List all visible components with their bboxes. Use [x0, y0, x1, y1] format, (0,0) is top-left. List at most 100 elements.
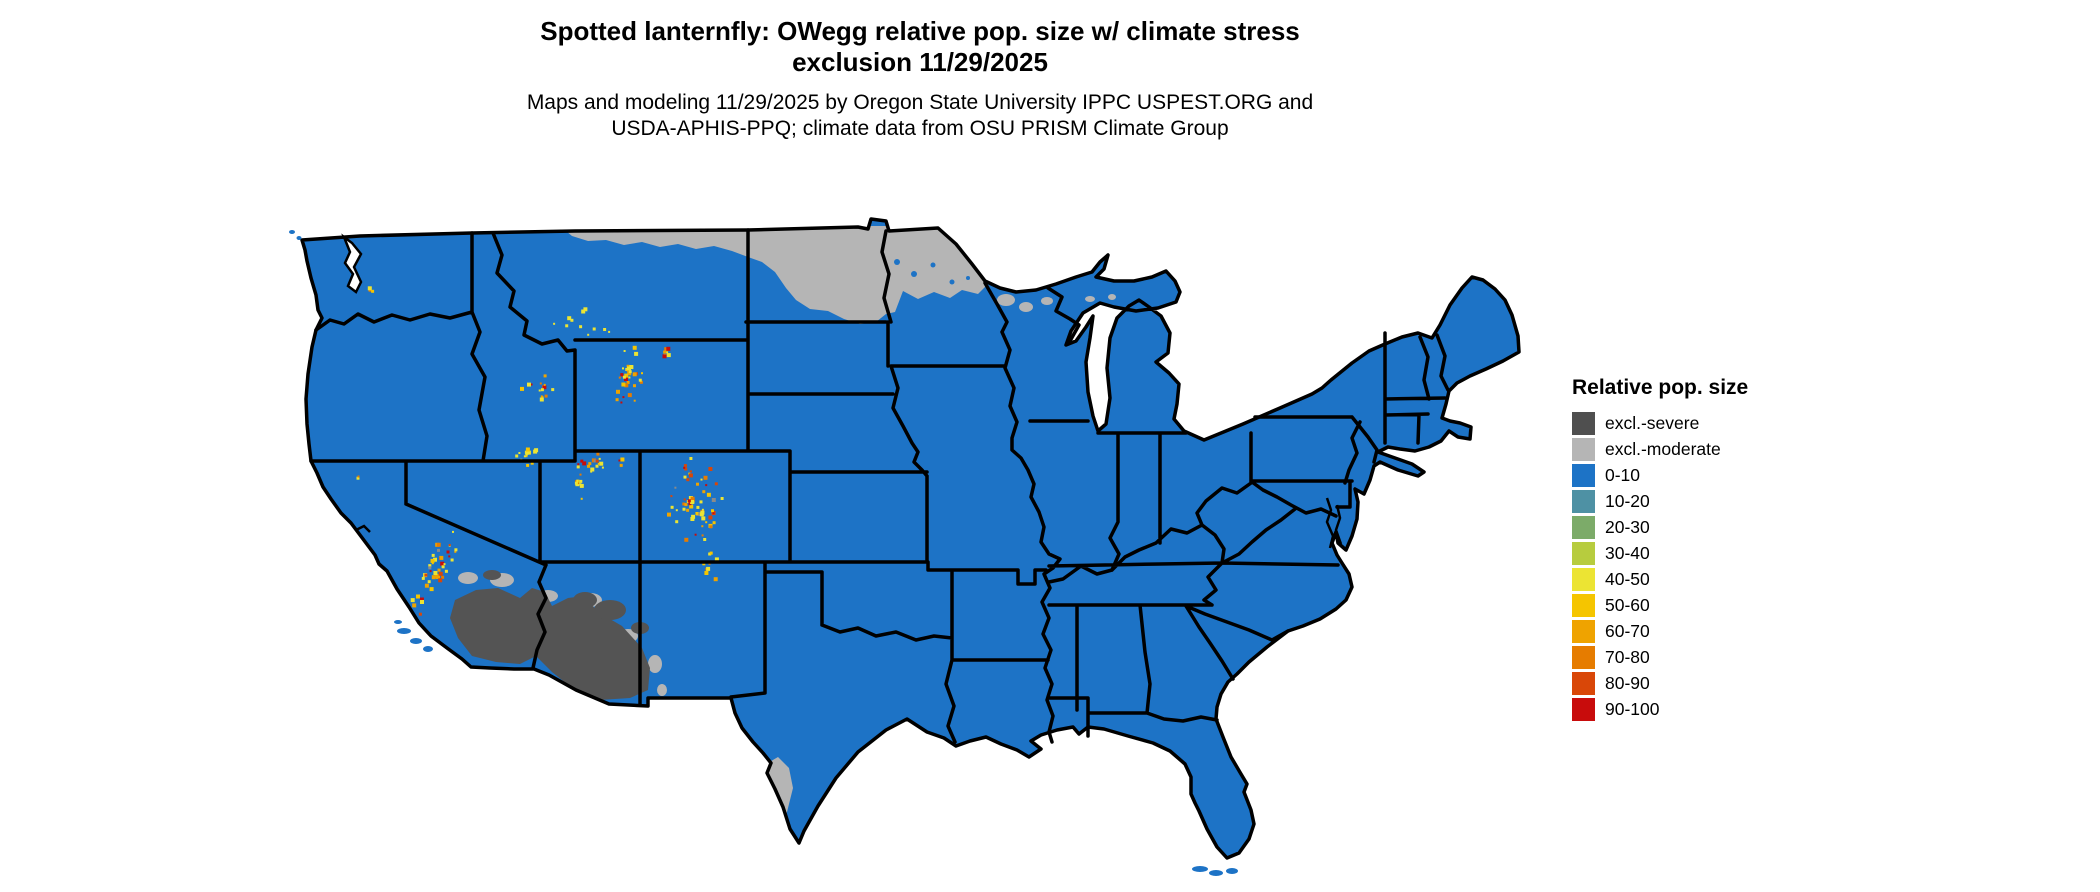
legend-item-10-20: 10-20	[1572, 488, 1902, 514]
legend-swatch	[1572, 645, 1595, 669]
hotspot-speckle-colorado-rockies	[714, 482, 718, 486]
hotspot-speckle-colorado-rockies	[686, 508, 690, 512]
hotspot-speckle-colorado-rockies	[670, 495, 673, 498]
hotspot-speckle-uinta-wasatch-utah	[619, 463, 623, 467]
hotspot-speckle-sawtooth-idaho	[530, 383, 533, 386]
hotspot-speckle-absaroka-wind-river-wyoming	[626, 369, 629, 372]
hotspot-speckle-absaroka-wind-river-wyoming	[623, 350, 626, 352]
hotspot-speckle-colorado-rockies	[700, 478, 703, 481]
hotspot-speckle-sierra-nevada	[412, 603, 417, 608]
hotspot-speckle-uinta-wasatch-utah	[598, 457, 601, 460]
relative-population-hotspots	[356, 286, 724, 616]
chesapeake-bay-inlets	[1325, 497, 1343, 549]
hotspot-speckle-colorado-rockies	[712, 512, 715, 515]
hotspot-speckle-uinta-wasatch-utah	[596, 452, 600, 456]
hotspot-speckle-wasatch-south-utah	[579, 483, 584, 488]
legend-label: 30-40	[1605, 542, 1650, 563]
hotspot-speckle-wasatch-south-utah	[574, 481, 578, 485]
hotspot-speckle-colorado-rockies	[690, 496, 695, 501]
hotspot-speckle-uinta-wasatch-utah	[595, 459, 599, 463]
hotspot-speckle-ruby-mountains-nevada	[526, 450, 531, 455]
hotspot-speckle-colorado-rockies	[690, 517, 695, 521]
legend-item-40-50: 40-50	[1572, 566, 1902, 592]
hotspot-speckle-colorado-rockies	[674, 486, 677, 489]
map-title-line2: exclusion 11/29/2025	[792, 47, 1048, 77]
hotspot-speckle-wasatch-south-utah	[579, 479, 583, 483]
hotspot-speckle-uinta-wasatch-utah	[618, 459, 621, 462]
legend-item-20-30: 20-30	[1572, 514, 1902, 540]
hotspot-speckle-sierra-nevada	[433, 571, 438, 575]
hotspot-speckle-sierra-nevada	[420, 600, 424, 604]
channel-island	[410, 638, 422, 644]
hotspot-speckle-colorado-rockies	[689, 457, 693, 460]
hotspot-speckle-colorado-rockies	[695, 512, 699, 515]
legend-item-60-70: 60-70	[1572, 618, 1902, 644]
hotspot-speckle-absaroka-wind-river-wyoming	[616, 389, 620, 394]
us-map	[289, 217, 1521, 876]
hotspot-speckle-colorado-rockies	[670, 505, 674, 509]
hotspot-speckle-montana-rockies	[570, 318, 574, 322]
legend-swatch	[1572, 697, 1595, 721]
hotspot-speckle-colorado-rockies	[675, 520, 679, 524]
hotspot-speckle-colorado-rockies	[703, 538, 707, 541]
hotspot-speckle-colorado-rockies	[708, 515, 713, 520]
legend-label: 80-90	[1605, 672, 1650, 693]
hotspot-speckle-sierra-nevada	[410, 598, 415, 603]
channel-island	[397, 628, 411, 634]
hotspot-speckle-sierra-nevada	[439, 555, 444, 560]
legend-label: 0-10	[1605, 464, 1641, 485]
hotspot-speckle-colorado-rockies	[675, 509, 678, 512]
hotspot-speckle-absaroka-wind-river-wyoming	[622, 396, 625, 399]
legend-swatch	[1572, 541, 1595, 565]
map-title: Spotted lanternfly: OWegg relative pop. …	[0, 16, 1840, 78]
hotspot-speckle-absaroka-wind-river-wyoming	[628, 376, 631, 379]
hotspot-speckle-sawtooth-idaho	[540, 395, 543, 398]
legend-item-0-10: 0-10	[1572, 462, 1902, 488]
hotspot-speckle-uinta-wasatch-utah	[590, 467, 595, 472]
hotspot-speckle-sierra-nevada	[437, 568, 441, 572]
hotspot-speckle-absaroka-wind-river-wyoming	[618, 376, 621, 379]
legend-label: 50-60	[1605, 594, 1650, 615]
hotspot-speckle-sangre-de-cristo-new-mexico	[713, 577, 718, 582]
hotspot-speckle-absaroka-wind-river-wyoming	[641, 372, 643, 375]
hotspot-speckle-sierra-nevada	[424, 583, 429, 588]
legend-swatch	[1572, 489, 1595, 513]
hotspot-speckle-colorado-rockies	[690, 500, 695, 504]
hotspot-speckle-sierra-nevada	[433, 557, 437, 562]
hotspot-speckle-sawtooth-idaho	[538, 389, 541, 392]
hotspot-speckle-sierra-nevada	[428, 566, 432, 570]
hotspot-speckle-absaroka-wind-river-wyoming	[627, 366, 631, 371]
hotspot-speckle-colorado-rockies	[684, 537, 689, 542]
hotspot-speckle-wasatch-south-utah	[580, 497, 583, 500]
hotspot-speckle-colorado-rockies	[709, 525, 713, 529]
hotspot-speckle-sierra-nevada	[438, 578, 443, 583]
hotspot-speckle-sawtooth-idaho	[542, 385, 547, 390]
exclusion-severe-southwest-desert	[450, 570, 650, 700]
hotspot-speckle-colorado-rockies	[686, 478, 690, 482]
hotspot-speckle-sierra-nevada	[424, 573, 428, 577]
map-subtitle: Maps and modeling 11/29/2025 by Oregon S…	[0, 90, 1840, 142]
hotspot-speckle-montana-rockies	[567, 316, 572, 321]
hotspot-speckle-colorado-rockies	[711, 498, 716, 502]
hotspot-speckle-uinta-wasatch-utah	[593, 459, 597, 463]
hotspot-speckle-bighorn-wyoming	[666, 346, 671, 351]
hotspot-speckle-bighorn-wyoming	[662, 354, 667, 359]
hotspot-speckle-colorado-rockies	[701, 534, 704, 537]
channel-island	[394, 620, 402, 624]
hotspot-speckle-absaroka-wind-river-wyoming	[626, 364, 630, 368]
hotspot-speckle-sierra-nevada	[440, 561, 445, 566]
state-borders	[309, 228, 1450, 744]
hotspot-speckle-sawtooth-idaho	[539, 397, 544, 402]
hotspot-speckle-montana-rockies	[587, 333, 590, 336]
hotspot-speckle-colorado-rockies	[688, 502, 692, 506]
legend-swatch	[1572, 437, 1595, 461]
hotspot-speckle-colorado-rockies	[684, 503, 688, 507]
hotspot-speckle-oregon-cascades	[356, 476, 360, 480]
hotspot-speckle-sierra-nevada	[448, 555, 451, 558]
hotspot-speckle-absaroka-wind-river-wyoming	[627, 371, 632, 376]
hotspot-speckle-colorado-rockies	[691, 514, 696, 519]
hotspot-speckle-colorado-rockies	[687, 499, 691, 503]
hotspot-speckle-sierra-nevada	[419, 597, 424, 602]
hotspot-speckle-montana-rockies	[603, 328, 607, 331]
